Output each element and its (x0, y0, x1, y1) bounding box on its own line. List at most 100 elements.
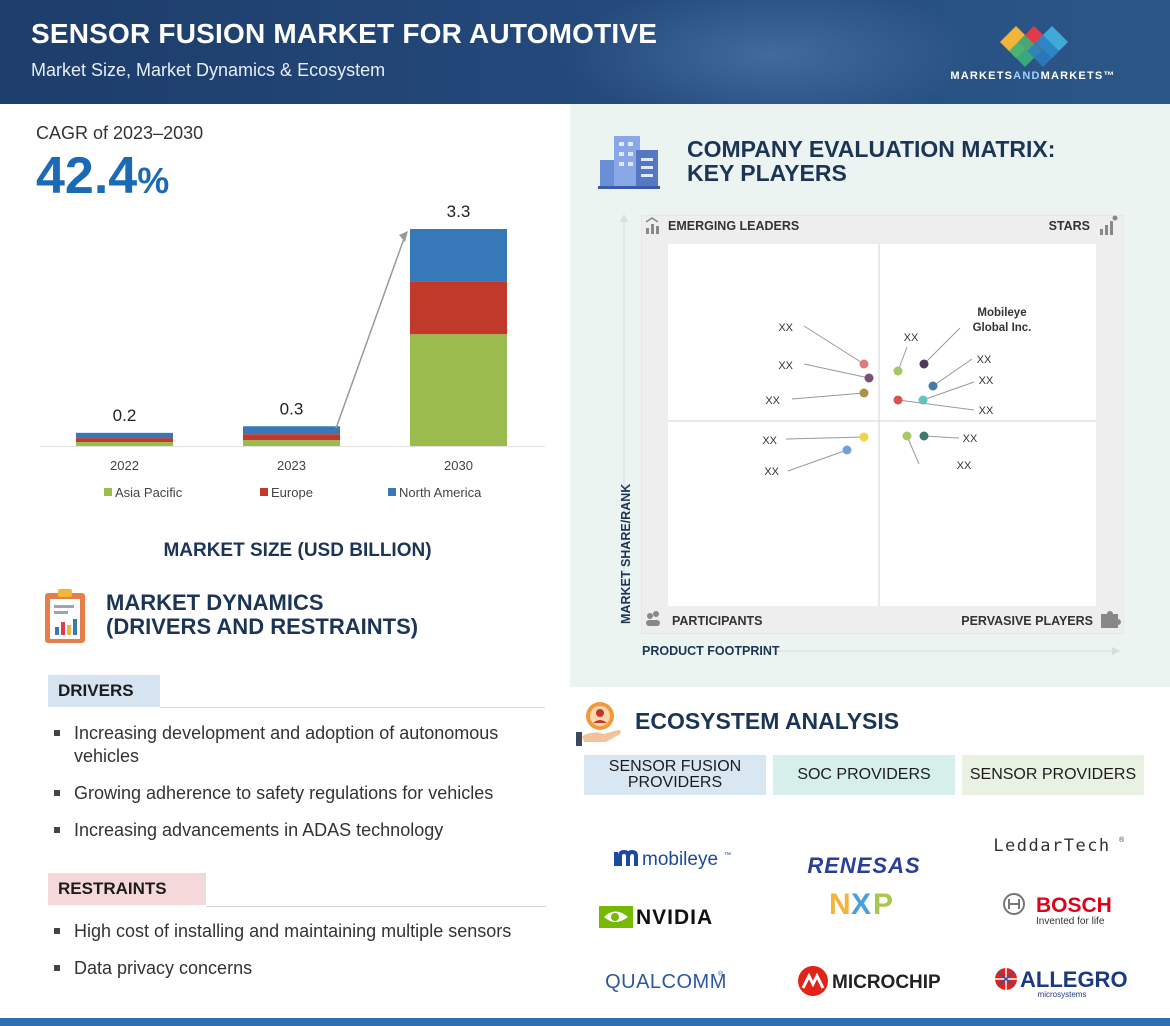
cagr-unit: % (137, 160, 170, 201)
mobileye-wordmark: mobileye (642, 849, 718, 870)
allegro-tagline: microsystems (1038, 990, 1087, 999)
quadrant-label-pervasive-players: PERVASIVE PLAYERS (961, 614, 1093, 628)
matrix-point-label: XX (778, 360, 793, 372)
market-size-label: MARKET SIZE (USD BILLION) (163, 540, 432, 561)
allegro-logo: ALLEGRO microsystems (962, 960, 1144, 1000)
cagr-value: 42.4% (36, 146, 169, 206)
matrix-top-band (642, 216, 1123, 244)
restraint-item: High cost of installing and maintaining … (52, 920, 562, 943)
matrix-title: COMPANY EVALUATION MATRIX: KEY PLAYERS (687, 137, 1055, 185)
renesas-logo-graphic: RENESAS (807, 853, 920, 878)
matrix-company-point (842, 445, 852, 455)
matrix-leader-line (803, 363, 870, 379)
ecosystem-title: ECOSYSTEM ANALYSIS (635, 708, 900, 734)
renesas-wordmark: RENESAS (807, 853, 920, 878)
matrix-point-label: XX (764, 466, 779, 478)
growth-arrow-head (399, 231, 408, 242)
nvidia-logo: NVIDIA (584, 896, 766, 936)
matrix-bottom-band (642, 606, 1123, 633)
bar-segment (410, 281, 507, 335)
y-axis-arrow (620, 214, 628, 222)
bar-segment (410, 229, 507, 282)
matrix-leader-line (785, 436, 865, 440)
pervasive-players-icon (1101, 611, 1121, 628)
matrix-point-label: XX (762, 435, 777, 447)
matrix-company-point (919, 431, 929, 441)
brand-wordmark: MARKETSANDMARKETS™ (938, 70, 1128, 82)
matrix-leader-line (803, 325, 865, 365)
x-axis-label: PRODUCT FOOTPRINT (642, 644, 780, 658)
stars-icon (1100, 215, 1118, 235)
matrix-title-line1: COMPANY EVALUATION MATRIX: (687, 136, 1056, 162)
matrix-point-label: XX (963, 433, 978, 445)
matrix-leader-line (923, 435, 960, 439)
cagr-number: 42.4 (36, 147, 138, 205)
matrix-point-label: XX (765, 395, 780, 407)
named-company-label-line1: Mobileye (977, 307, 1026, 319)
x-tick-label: 2023 (277, 458, 306, 473)
drivers-list: Increasing development and adoption of a… (52, 722, 562, 856)
bosch-wordmark: BOSCH (1036, 894, 1112, 917)
nxp-logo: N X P (773, 884, 955, 924)
qualcomm-reg: ® (718, 970, 724, 978)
growth-arrow (335, 232, 407, 429)
restraint-item: Data privacy concerns (52, 957, 562, 980)
nxp-letter-p: P (873, 888, 893, 921)
emerging-leaders-icon (645, 217, 659, 234)
brand-tm: ™ (1103, 70, 1116, 82)
bosch-tagline: Invented for life (1036, 916, 1105, 927)
nxp-letter-n: N (829, 888, 851, 921)
microchip-logo: MICROCHIP (773, 960, 955, 1000)
microchip-logo-graphic: MICROCHIP (798, 966, 941, 996)
header-glow (560, 0, 980, 104)
legend-swatch (104, 488, 112, 496)
nvidia-logo-graphic: NVIDIA (599, 906, 713, 929)
bar-segment (410, 334, 507, 446)
driver-item: Increasing development and adoption of a… (52, 722, 562, 768)
brand-diamonds-icon (1000, 26, 1068, 67)
nxp-letter-x: X (851, 888, 871, 921)
matrix-point-label: XX (977, 354, 992, 366)
quadrant-label-participants: PARTICIPANTS (672, 614, 763, 628)
named-company-label-line2: Global Inc. (973, 322, 1032, 334)
nvidia-wordmark: NVIDIA (636, 906, 713, 929)
brand-word-b: AND (1013, 70, 1041, 82)
bar-segment (76, 442, 173, 446)
market-size-chart: 0.2 2022 0.3 2023 3.3 2030 Asia Pacific Europe N… (40, 202, 545, 500)
y-axis-label: MARKET SHARE/RANK (619, 484, 633, 624)
restraints-tag: RESTRAINTS (48, 873, 206, 905)
page-title: SENSOR FUSION MARKET FOR AUTOMOTIVE (31, 18, 658, 49)
matrix-point-label: XX (979, 405, 994, 417)
matrix-point-label: XX (904, 332, 919, 344)
matrix-leader-line (906, 435, 920, 465)
matrix-leader-line (897, 399, 975, 411)
leddartech-logo-graphic: LeddarTech ® (993, 836, 1125, 856)
leddartech-logo: LeddarTech ® (962, 826, 1144, 866)
leddartech-wordmark: LeddarTech (993, 836, 1110, 856)
matrix-company-point (859, 359, 869, 369)
x-tick-label: 2022 (110, 458, 139, 473)
matrix-point-label: XX (957, 460, 972, 472)
market-dynamics-title: MARKET DYNAMICS (DRIVERS AND RESTRAINTS) (106, 591, 418, 639)
bar-segment (76, 438, 173, 443)
x-tick-label: 2030 (444, 458, 473, 473)
legend-swatch (260, 488, 268, 496)
footer-bar (0, 1018, 1170, 1026)
renesas-logo: RENESAS (773, 845, 955, 885)
building-icon (598, 136, 660, 189)
sensor-fusion-providers-header-text: SENSOR FUSION PROVIDERS (608, 758, 742, 791)
drivers-divider (160, 707, 545, 708)
qualcomm-logo-graphic: QUALCOMM ® (605, 970, 726, 993)
mobileye-logo-graphic: mobileye ™ (614, 849, 731, 870)
page-subtitle: Market Size, Market Dynamics & Ecosystem (31, 60, 386, 80)
qualcomm-logo: QUALCOMM ® (584, 960, 766, 1000)
mobileye-logo: mobileye ™ (584, 838, 766, 878)
bar-segment (243, 440, 340, 446)
market-dynamics-title-line1: MARKET DYNAMICS (106, 590, 324, 615)
nxp-logo-graphic: N X P (829, 888, 893, 921)
matrix-company-point (893, 395, 903, 405)
matrix-company-point (864, 373, 874, 383)
x-axis-arrow (1112, 647, 1120, 655)
bar-total-label: 0.3 (280, 399, 304, 418)
